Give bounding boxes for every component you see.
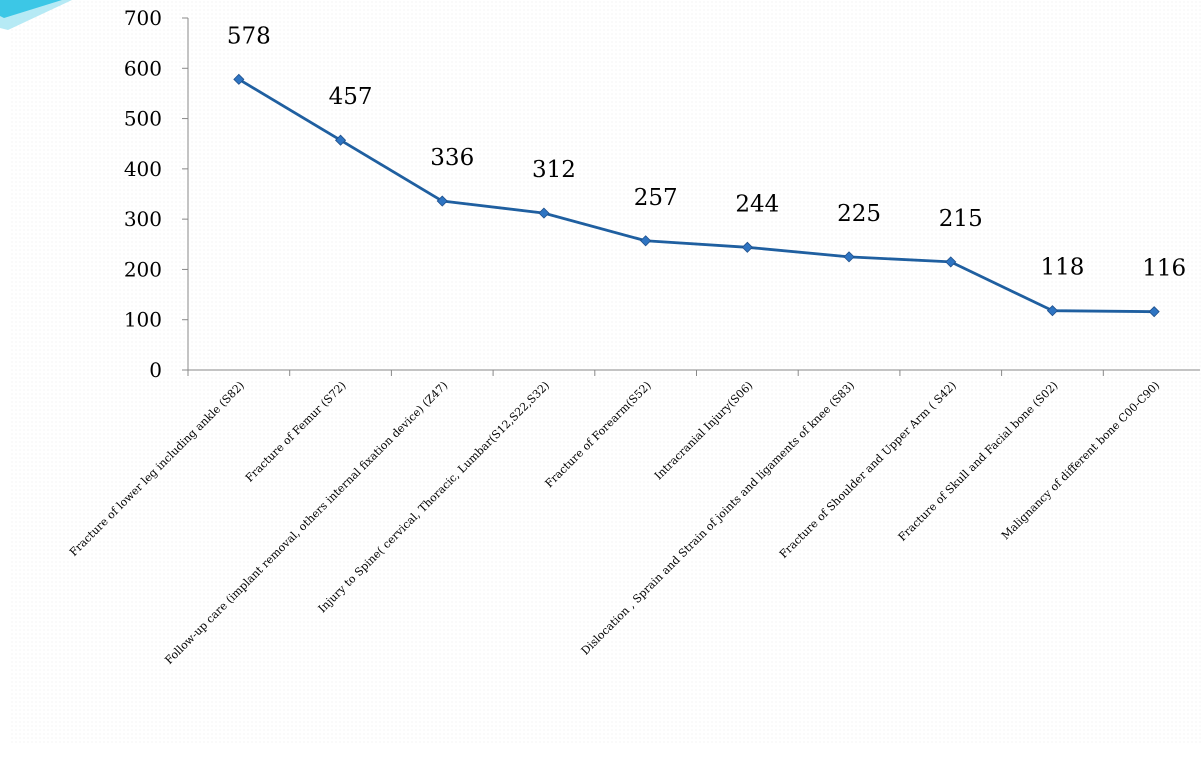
- data-label: 225: [837, 201, 881, 227]
- y-tick-label: 600: [124, 56, 162, 80]
- data-label: 257: [634, 185, 678, 211]
- y-tick-label: 700: [124, 6, 162, 30]
- data-point-marker: [436, 195, 448, 207]
- data-point-marker: [538, 207, 550, 219]
- data-point-marker: [334, 134, 347, 146]
- x-category-label: Fracture of Femur (S72): [243, 379, 349, 485]
- data-label: 118: [1040, 255, 1084, 281]
- x-category-label: Intracranial Injury(S06): [652, 379, 755, 482]
- y-tick-label: 200: [124, 257, 162, 281]
- x-axis-category-labels: Fracture of lower leg including ankle (S…: [67, 370, 1162, 667]
- x-category-label: Malignancy of different bone C00-C90): [999, 379, 1162, 542]
- y-tick-label: 400: [124, 157, 162, 181]
- data-point-marker: [233, 73, 245, 85]
- y-tick-label: 500: [124, 107, 162, 131]
- y-axis-ticks: 0 100 200 300 400 500 600 700: [124, 6, 188, 382]
- series-line: [238, 78, 1155, 314]
- data-point-marker: [640, 235, 652, 247]
- data-label: 312: [532, 157, 576, 183]
- data-label: 244: [735, 191, 779, 217]
- slide-background: [10, 0, 1202, 745]
- chart-axes: [187, 18, 1200, 371]
- data-point-marker: [1046, 305, 1059, 317]
- data-label: 578: [227, 23, 271, 49]
- data-point-marker: [945, 256, 957, 268]
- data-point-marker: [843, 251, 855, 263]
- x-category-label: Fracture of Skull and Facial bone (S02): [896, 379, 1061, 544]
- y-tick-label: 100: [124, 308, 162, 332]
- x-category-label: Injury to Spine( cervical, Thoracic, Lum…: [316, 379, 552, 615]
- data-label: 336: [430, 145, 474, 171]
- data-label: 215: [939, 206, 983, 232]
- data-label: 457: [329, 84, 373, 110]
- y-tick-label: 0: [149, 358, 162, 382]
- corner-swoosh: [0, 0, 62, 18]
- x-category-label: Fracture of Shoulder and Upper Arm ( S42…: [777, 379, 959, 561]
- data-labels: 578 457 336 312 257 244 225 215 118 116: [227, 23, 1186, 281]
- data-label: 116: [1142, 256, 1186, 282]
- data-point-marker: [1148, 306, 1160, 318]
- data-point-marker: [741, 241, 753, 253]
- x-category-label: Fracture of lower leg including ankle (S…: [67, 379, 247, 559]
- corner-decoration: [0, 0, 72, 30]
- x-category-label: Fracture of Forearm(S52): [543, 379, 654, 490]
- series-group: [233, 73, 1160, 318]
- y-tick-label: 300: [124, 207, 162, 231]
